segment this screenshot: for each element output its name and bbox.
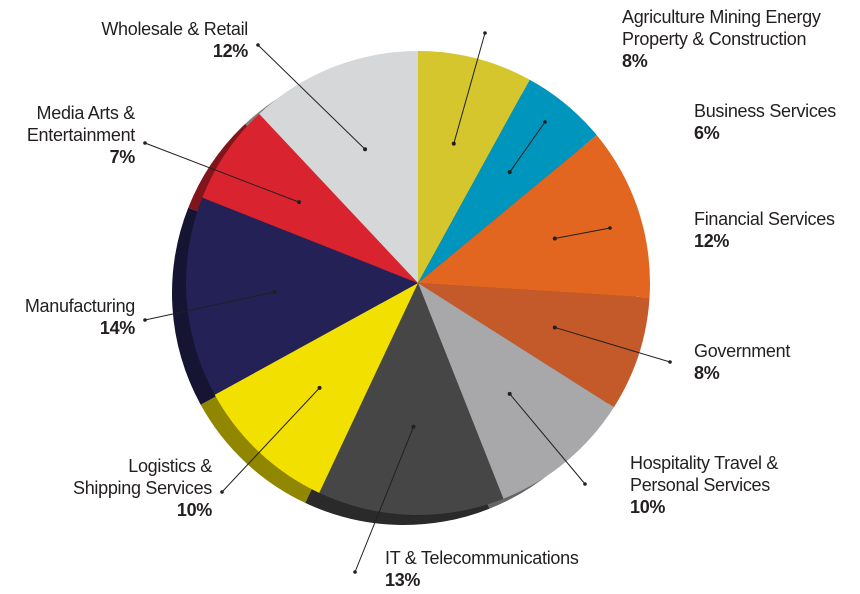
leader-dot — [317, 385, 322, 390]
category-name: Logistics & Shipping Services — [73, 456, 212, 498]
leader-dot — [451, 141, 456, 146]
slice — [214, 283, 418, 493]
leader-line — [554, 326, 671, 363]
leader-dot — [507, 391, 512, 396]
category-name: Wholesale & Retail — [101, 19, 248, 39]
leader-dot — [552, 236, 557, 241]
slice-label: Government 8% — [694, 340, 790, 384]
category-name: Financial Services — [694, 209, 835, 229]
category-name: Government — [694, 341, 791, 361]
value-label: 14% — [99, 318, 135, 338]
leader-dot — [552, 325, 557, 330]
slice-label: Media Arts & Entertainment 7% — [27, 102, 135, 168]
leader-dot — [256, 43, 260, 47]
slice-label: Wholesale & Retail 12% — [101, 18, 248, 62]
category-name: IT & Telecommunications — [385, 548, 579, 568]
slice-label: Logistics & Shipping Services 10% — [73, 455, 212, 521]
leader-line — [509, 121, 546, 173]
slice — [186, 197, 418, 395]
value-label: 12% — [212, 41, 248, 61]
leader-line — [509, 393, 586, 485]
slice-label: IT & Telecommunications 13% — [385, 547, 579, 591]
value-label: 6% — [694, 123, 720, 143]
value-label: 12% — [694, 231, 730, 251]
leader-dot — [608, 226, 612, 230]
category-name: Media Arts & Entertainment — [26, 103, 135, 145]
leader-line — [144, 291, 275, 321]
value-label: 7% — [109, 147, 136, 167]
leader-line — [221, 387, 320, 493]
leader-dot — [363, 147, 368, 152]
leader-line — [354, 426, 414, 573]
slice — [202, 113, 418, 284]
slice — [418, 51, 530, 283]
leader-dot — [297, 200, 302, 205]
value-label: 10% — [630, 497, 666, 517]
category-name: Manufacturing — [24, 296, 135, 316]
category-name: Agriculture Mining Energy Property & Con… — [622, 7, 821, 49]
value-label: 8% — [622, 51, 648, 71]
leader-dot — [668, 360, 672, 364]
leader-dot — [143, 141, 147, 145]
slice-label: Hospitality Travel & Personal Services 10… — [630, 452, 778, 518]
value-label: 8% — [694, 363, 720, 383]
slice-label: Agriculture Mining Energy Property & Con… — [622, 6, 821, 72]
slice — [418, 283, 614, 499]
slice-label: Business Services 6% — [694, 100, 836, 144]
slice — [418, 283, 650, 408]
slice — [418, 135, 650, 298]
leader-line — [144, 142, 300, 203]
leader-dot — [411, 424, 416, 429]
value-label: 13% — [385, 570, 421, 590]
slice-label: Manufacturing 14% — [25, 295, 135, 339]
leader-line — [453, 32, 486, 144]
value-label: 10% — [176, 500, 212, 520]
slice-label: Financial Services 12% — [694, 208, 835, 252]
leader-dot — [543, 120, 547, 124]
leader-dot — [272, 290, 277, 295]
slice — [319, 283, 504, 515]
leader-dot — [353, 570, 357, 574]
leader-dot — [507, 170, 512, 175]
slice — [259, 51, 418, 283]
category-name: Hospitality Travel & Personal Services — [630, 453, 779, 495]
leader-line — [257, 44, 366, 150]
leader-line — [554, 227, 611, 240]
leader-dot — [143, 318, 147, 322]
category-name: Business Services — [694, 101, 836, 121]
leader-dot — [483, 31, 487, 35]
leader-dot — [220, 490, 224, 494]
slice — [418, 79, 597, 283]
leader-dot — [583, 482, 587, 486]
